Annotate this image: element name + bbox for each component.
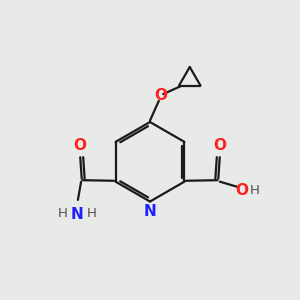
Text: H: H (58, 207, 68, 220)
Text: H: H (87, 207, 97, 220)
Text: N: N (71, 207, 84, 222)
Text: H: H (250, 184, 260, 197)
Text: O: O (235, 183, 248, 198)
Text: N: N (144, 204, 156, 219)
Text: O: O (213, 138, 226, 153)
Text: O: O (154, 88, 167, 103)
Text: O: O (74, 138, 87, 153)
